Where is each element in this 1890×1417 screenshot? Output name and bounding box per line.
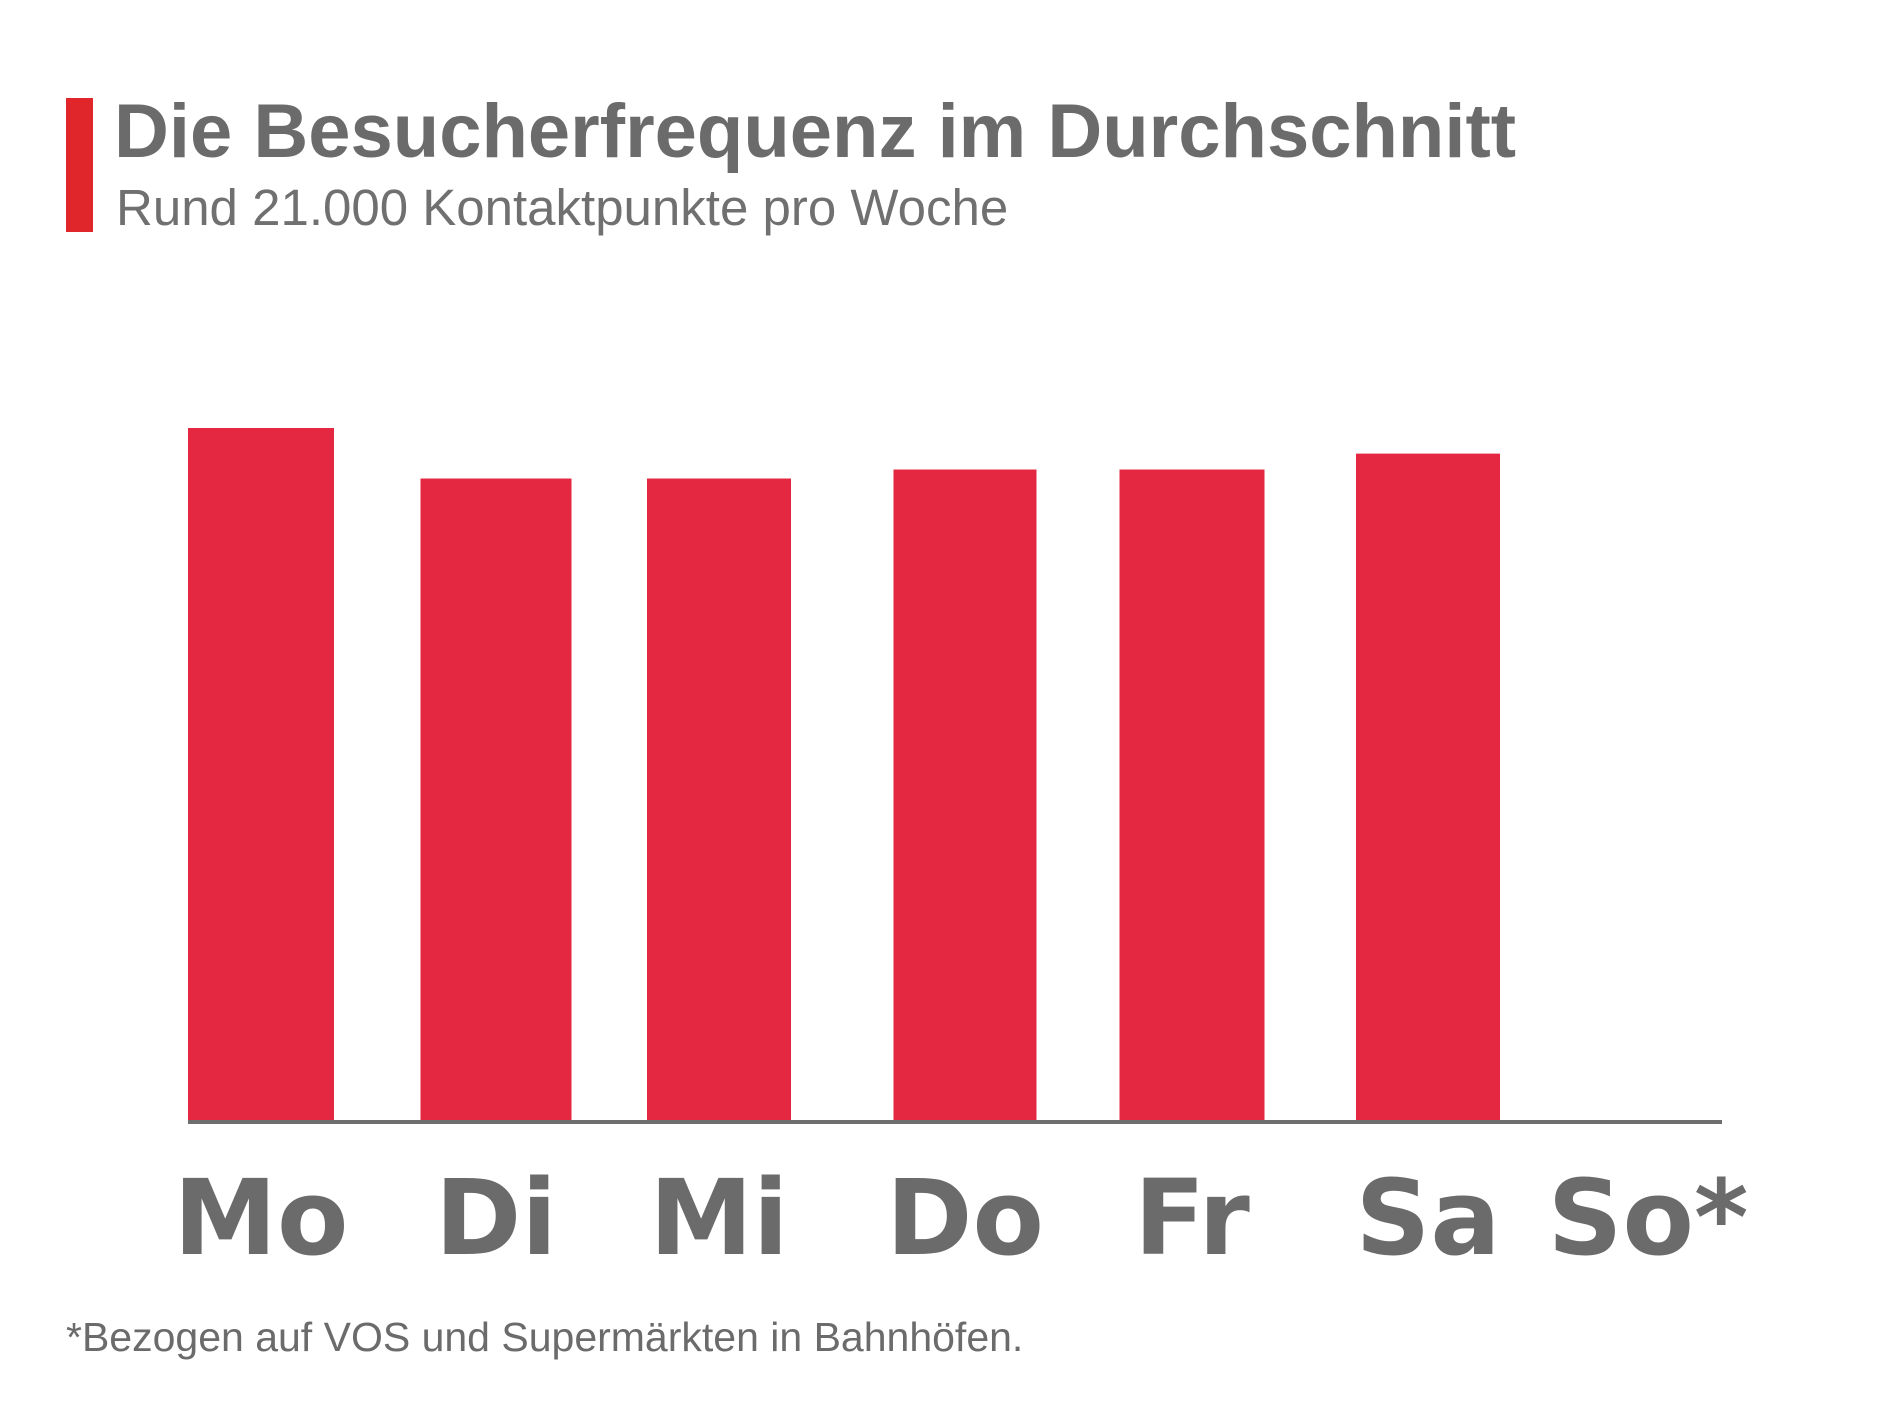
x-tick-label-mi: Mi	[649, 1157, 788, 1279]
x-tick-label-fr: Fr	[1134, 1157, 1250, 1279]
x-tick-label-so: So*	[1548, 1157, 1749, 1279]
chart-subtitle: Rund 21.000 Kontaktpunkte pro Woche	[116, 179, 1009, 236]
x-tick-label-sa: Sa	[1355, 1157, 1500, 1279]
x-tick-label-do: Do	[886, 1157, 1044, 1279]
chart-title: Die Besucherfrequenz im Durchschnitt	[114, 89, 1517, 174]
title-accent-bar	[66, 98, 93, 232]
bar-sa	[1356, 453, 1500, 1120]
x-axis-labels: Mo Di Mi Do Fr Sa So*	[174, 1157, 1749, 1279]
bar-fr	[1119, 469, 1265, 1120]
x-tick-label-di: Di	[435, 1157, 557, 1279]
footnote: *Bezogen auf VOS und Supermärkten in Bah…	[66, 1314, 1024, 1360]
bar-group	[188, 428, 1500, 1120]
bar-mi	[647, 478, 791, 1120]
bar-di	[420, 478, 572, 1120]
bar-mo	[188, 428, 334, 1120]
x-tick-label-mo: Mo	[174, 1157, 349, 1279]
bar-do	[893, 469, 1037, 1120]
